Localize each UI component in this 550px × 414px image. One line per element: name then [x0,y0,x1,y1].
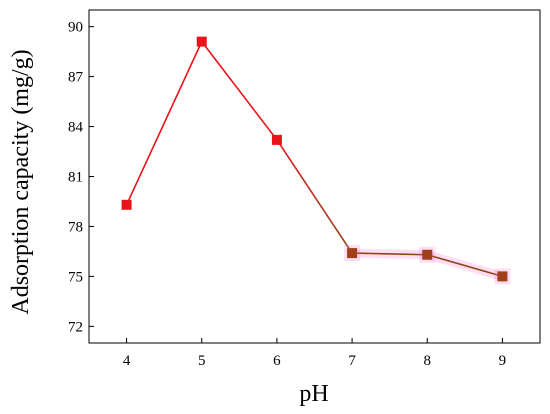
y-tick-label: 75 [68,269,83,285]
x-tick-label: 4 [123,353,131,369]
series-line-segment [352,252,428,256]
data-point [497,271,508,282]
y-tick-label: 90 [68,20,83,36]
x-tick-label: 8 [424,353,432,369]
plot-frame [88,9,541,344]
series-line-segment [125,41,203,206]
data-point [121,199,132,210]
y-axis-title: Adsorption capacity (mg/g) [8,49,34,314]
series-line-segment [427,253,503,278]
y-tick-label: 84 [68,120,84,136]
series-line-segment [276,139,353,254]
x-axis-title: pH [299,381,328,407]
y-tick-label: 78 [68,219,83,235]
data-point [196,36,207,47]
y-tick-label: 72 [68,319,83,335]
x-tick-label: 9 [499,353,507,369]
plot-area [88,9,541,344]
x-tick-label: 5 [198,353,206,369]
y-tick-label: 81 [68,170,83,186]
series-layer [121,36,511,285]
x-tick-label: 7 [348,353,356,369]
x-tick-label: 6 [273,353,281,369]
data-point [271,134,282,145]
series-line-segment [201,41,278,141]
data-point [347,248,358,259]
y-tick-label: 87 [68,70,84,86]
data-point [422,249,433,260]
